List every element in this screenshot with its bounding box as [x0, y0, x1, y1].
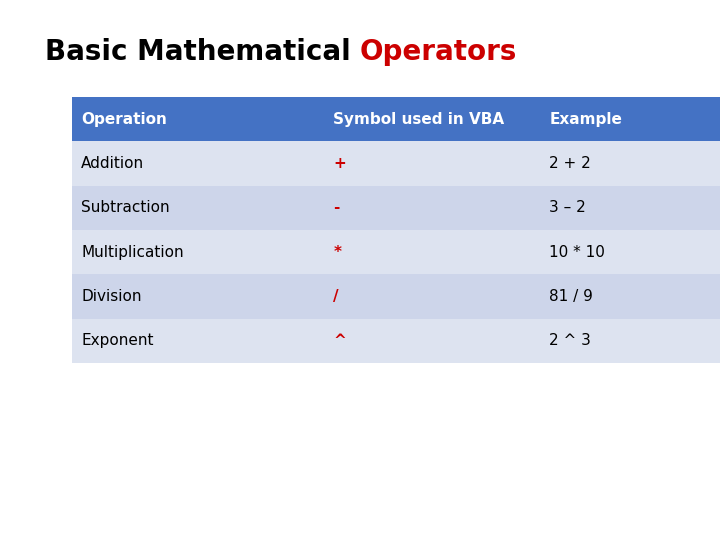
Text: 81 / 9: 81 / 9	[549, 289, 593, 304]
Bar	[540, 97, 720, 141]
Text: Multiplication: Multiplication	[81, 245, 184, 260]
Bar	[540, 274, 720, 319]
Text: 10 * 10: 10 * 10	[549, 245, 606, 260]
Text: Basic Mathematical: Basic Mathematical	[45, 38, 360, 66]
Bar	[72, 230, 324, 274]
Bar	[540, 186, 720, 230]
Bar	[72, 97, 324, 141]
Text: 2 ^ 3: 2 ^ 3	[549, 333, 591, 348]
Text: /: /	[333, 289, 339, 304]
Text: Example: Example	[549, 112, 622, 127]
Text: +: +	[333, 156, 346, 171]
Bar	[324, 230, 540, 274]
Bar	[540, 230, 720, 274]
Text: Subtraction: Subtraction	[81, 200, 170, 215]
Text: 3 – 2: 3 – 2	[549, 200, 586, 215]
Bar	[72, 141, 324, 186]
Text: ^: ^	[333, 333, 346, 348]
Text: -: -	[333, 200, 340, 215]
Text: Operators: Operators	[360, 38, 518, 66]
Bar	[324, 319, 540, 363]
Bar	[540, 141, 720, 186]
Bar	[72, 186, 324, 230]
Text: Exponent: Exponent	[81, 333, 154, 348]
Bar	[324, 97, 540, 141]
Bar	[324, 186, 540, 230]
Text: *: *	[333, 245, 341, 260]
Bar	[72, 319, 324, 363]
Bar	[540, 319, 720, 363]
Text: 2 + 2: 2 + 2	[549, 156, 591, 171]
Text: Symbol used in VBA: Symbol used in VBA	[333, 112, 505, 127]
Text: Division: Division	[81, 289, 142, 304]
Bar	[324, 274, 540, 319]
Bar	[72, 274, 324, 319]
Text: Operation: Operation	[81, 112, 167, 127]
Bar	[324, 141, 540, 186]
Text: Addition: Addition	[81, 156, 145, 171]
